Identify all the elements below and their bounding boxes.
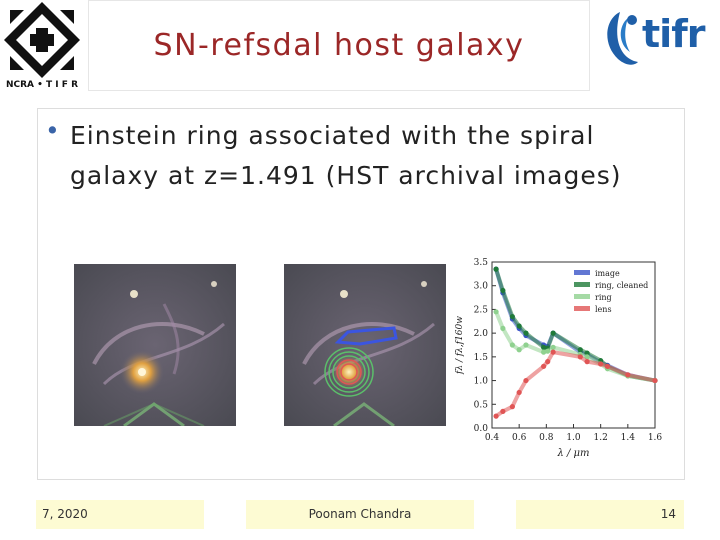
- data-point: [545, 348, 551, 354]
- y-tick-label: 3.0: [474, 282, 489, 292]
- footer-author: Poonam Chandra: [246, 500, 474, 529]
- bullet-text: Einstein ring associated with the spiral…: [70, 121, 622, 190]
- legend-swatch: [574, 306, 590, 311]
- data-point: [523, 342, 529, 348]
- data-point: [493, 309, 499, 315]
- data-point: [577, 354, 583, 360]
- data-point: [541, 349, 547, 355]
- x-tick-label: 1.6: [648, 433, 663, 443]
- legend-swatch: [574, 294, 590, 299]
- data-point: [509, 404, 515, 410]
- data-point: [598, 361, 604, 367]
- data-point: [516, 389, 522, 396]
- data-point: [523, 330, 529, 336]
- image-aperture-polygon: [334, 326, 398, 346]
- x-tick-label: 0.8: [539, 433, 554, 443]
- title-box: [88, 0, 590, 91]
- ncra-emblem-icon: [0, 0, 84, 95]
- data-point: [550, 330, 556, 336]
- data-point: [541, 344, 547, 350]
- legend-swatch: [574, 270, 590, 275]
- footer-date: 7, 2020: [36, 500, 204, 529]
- tifr-logo: tifr: [600, 4, 715, 69]
- data-point: [584, 359, 590, 365]
- y-tick-label: 0.5: [474, 400, 489, 410]
- y-tick-label: 2.5: [474, 305, 489, 315]
- x-tick-label: 1.2: [594, 433, 608, 443]
- data-point: [652, 377, 658, 384]
- y-tick-label: 2.0: [474, 329, 489, 339]
- data-point: [604, 363, 611, 369]
- x-tick-label: 1.0: [566, 433, 581, 443]
- tifr-logo-text: tifr: [642, 12, 705, 56]
- sed-chart-svg: 0.4 0.6 0.8 1.0 1.2 1.4 1.6 0.0 0.5 1.0 1.5 2.0 2.5 3…: [455, 258, 663, 459]
- ring-aperture-contours: [324, 347, 374, 397]
- slide-title: SN-refsdal host galaxy: [153, 28, 525, 63]
- data-point: [625, 372, 631, 378]
- data-point: [550, 349, 556, 355]
- data-point: [550, 344, 556, 350]
- legend-label: ring: [595, 293, 612, 302]
- x-tick-label: 1.4: [621, 433, 636, 443]
- ncra-tifr-logo: NCRA • T I F R: [0, 0, 84, 95]
- legend-label: ring, cleaned: [595, 281, 648, 290]
- y-tick-label: 3.5: [474, 258, 489, 268]
- y-axis-label: fλ / fλ,f160w: [455, 316, 465, 375]
- data-point: [541, 363, 547, 369]
- y-tick-label: 1.0: [474, 377, 489, 387]
- data-point: [509, 342, 515, 348]
- y-tick-label: 1.5: [474, 353, 489, 363]
- data-point: [493, 266, 499, 272]
- sed-chart: 0.4 0.6 0.8 1.0 1.2 1.4 1.6 0.0 0.5 1.0 1.5 2.0 2.5 3…: [450, 250, 668, 465]
- tifr-swirl-icon: [607, 12, 638, 65]
- x-axis-label: λ / μm: [556, 448, 589, 459]
- data-point: [584, 354, 590, 360]
- y-tick-label: 0.0: [474, 424, 489, 434]
- footer-page-number: 14: [516, 500, 684, 529]
- hst-galaxy-image-left: [74, 264, 236, 428]
- data-point: [545, 359, 551, 365]
- ncra-logo-text: NCRA • T I F R: [5, 80, 79, 90]
- legend-swatch: [574, 282, 590, 287]
- data-point: [493, 413, 499, 419]
- data-point: [577, 347, 583, 353]
- data-point: [509, 313, 515, 320]
- legend-label: lens: [595, 305, 612, 314]
- x-tick-label: 0.4: [485, 433, 500, 443]
- data-point: [500, 287, 506, 294]
- legend-label: image: [595, 269, 620, 278]
- bullet-marker: •: [45, 116, 60, 145]
- data-point: [516, 323, 522, 329]
- hst-galaxy-image-right: [284, 264, 446, 428]
- x-tick-label: 0.6: [512, 433, 527, 443]
- data-point: [500, 325, 506, 331]
- data-point: [500, 408, 506, 414]
- data-point: [516, 347, 522, 353]
- data-point: [523, 377, 529, 384]
